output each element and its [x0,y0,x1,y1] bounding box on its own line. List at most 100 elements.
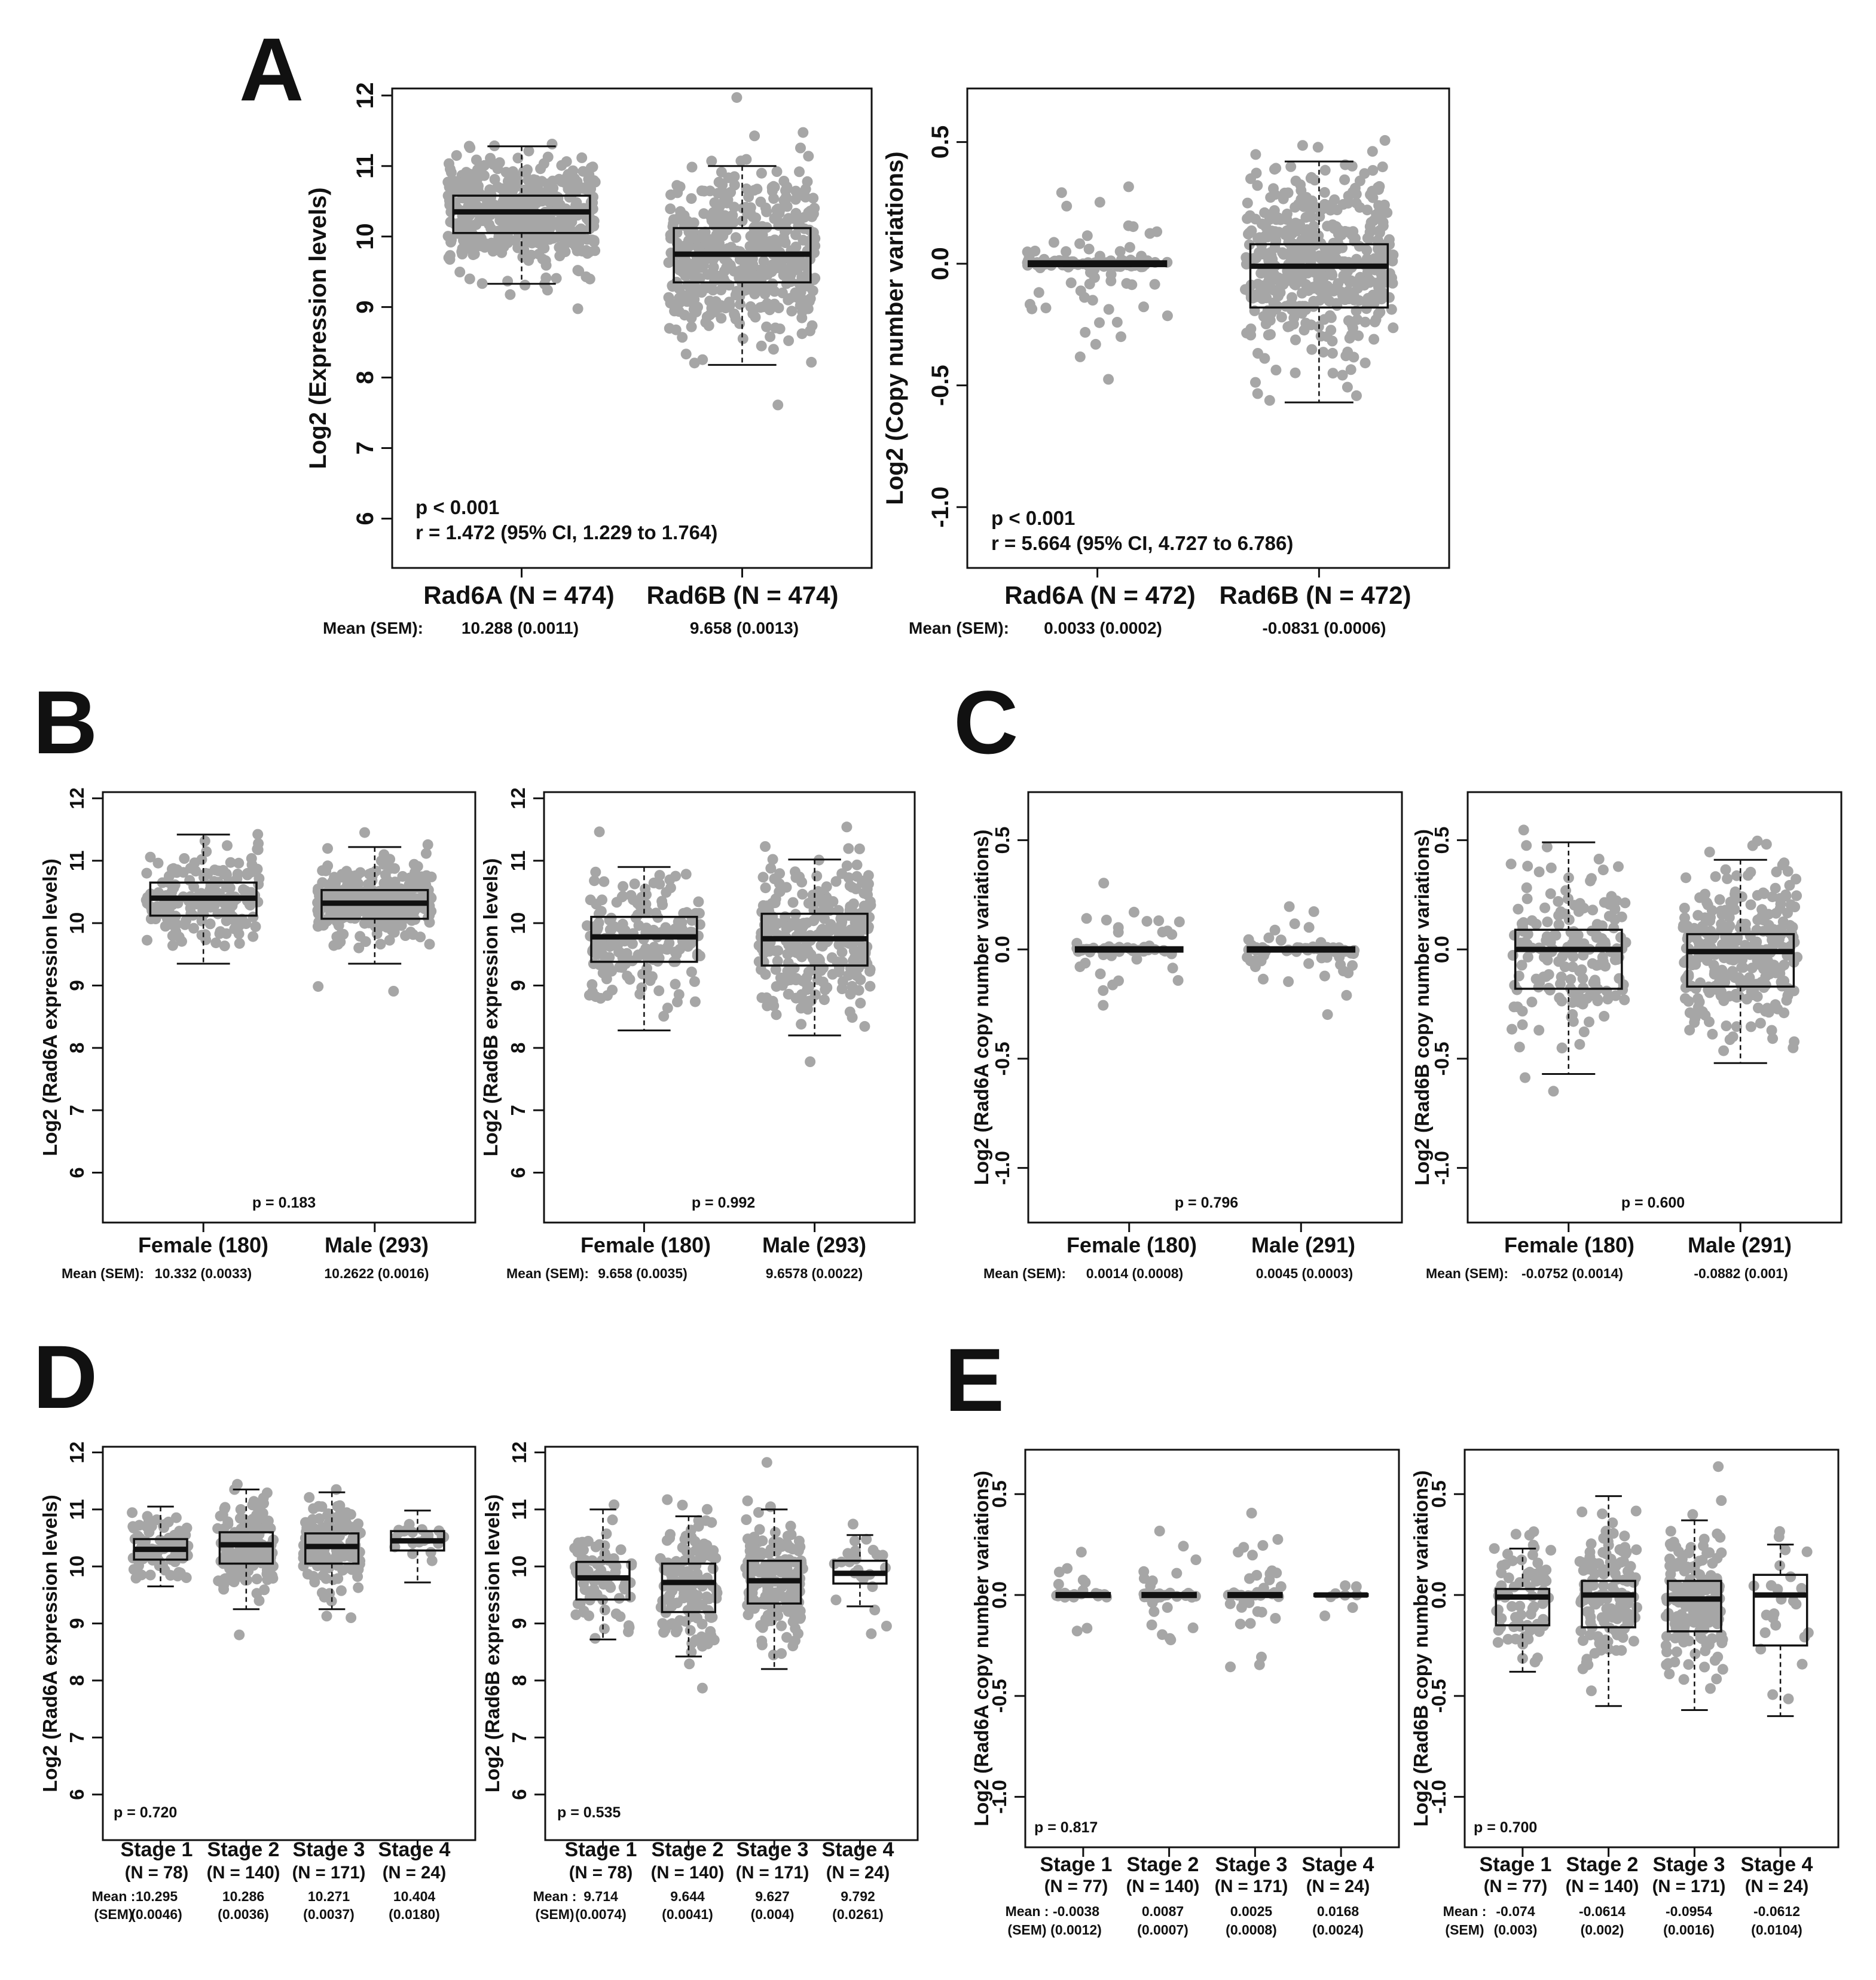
data-point [1577,1663,1588,1675]
box-iqr [661,1562,717,1614]
data-point [692,242,704,253]
data-point [802,176,813,187]
data-point [523,175,534,186]
data-point [877,1550,888,1561]
stat-mean: -0.074 [1496,1903,1535,1919]
data-point [847,1012,858,1023]
data-point [791,917,802,928]
data-point [502,276,514,287]
data-point [662,1003,673,1014]
data-point [629,878,640,890]
data-point [686,966,697,977]
data-point [1507,1601,1517,1612]
data-point [773,1590,784,1602]
data-point [531,197,542,209]
x-sublabel: (N = 24) [1306,1877,1370,1896]
data-point [759,288,771,300]
data-point [589,1633,601,1644]
data-point [1755,1018,1766,1029]
data-point [1619,994,1630,1006]
box-iqr [1495,1588,1551,1627]
data-point [1327,347,1338,359]
data-point [1327,368,1339,379]
stat-mean: 0.0087 [1142,1903,1184,1919]
data-point [603,961,615,972]
data-point [1319,1610,1331,1621]
data-point [1767,1033,1779,1044]
data-point [1522,951,1533,962]
data-point [1553,919,1565,930]
data-point [1383,234,1395,245]
data-point [533,249,545,260]
data-point [647,954,659,965]
data-point [1759,1627,1771,1639]
data-point [523,145,534,157]
data-point [467,229,478,240]
data-point [1094,317,1105,328]
data-point [1712,1651,1724,1663]
data-point [1314,211,1325,222]
data-point [583,989,595,1001]
data-point [1584,1016,1594,1028]
data-point [854,843,865,854]
y-axis-label: Log2 (Rad6B copy number variations) [1411,829,1433,1185]
y-tick-label: -0.5 [1428,1679,1450,1713]
data-point [488,159,499,170]
data-point [1712,1553,1723,1564]
data-point [1303,958,1315,969]
data-point [709,197,720,208]
x-sublabel: (N = 24) [826,1863,890,1883]
data-point [1770,882,1781,894]
data-point [570,1609,582,1620]
data-point [1076,1547,1087,1558]
data-point [251,1573,262,1585]
data-point [863,878,874,890]
stat-mean: 10.404 [393,1889,436,1904]
data-point [1335,959,1346,970]
data-point [1711,1673,1722,1685]
data-point [597,894,607,906]
y-tick-label: 12 [66,1441,88,1463]
stat-mean: 10.286 [222,1889,264,1904]
data-point [1588,1557,1599,1569]
x-sublabel: (N = 78) [569,1863,633,1883]
data-point [1731,1021,1742,1032]
data-point [1496,1613,1507,1624]
data-point [767,278,778,289]
data-point [213,865,224,876]
data-point [709,275,720,286]
x-category-label: Female (180) [1504,1233,1634,1257]
data-point [1671,1560,1682,1572]
data-point [1269,164,1280,175]
data-point [701,311,713,322]
data-point [853,985,864,996]
data-point [1514,1041,1525,1053]
y-tick-label: 0.0 [927,247,954,280]
y-tick-label: 7 [66,1732,88,1743]
data-point [375,939,386,950]
data-point [582,1536,594,1547]
data-point [1128,906,1139,918]
data-point [322,1510,333,1521]
data-point [1770,1620,1782,1631]
data-point [1615,932,1626,943]
x-sublabel: (N = 24) [1745,1877,1808,1896]
data-point [1245,173,1256,184]
data-point [1730,989,1741,1000]
data-point [1713,1461,1724,1472]
y-tick-label: 7 [66,1105,88,1116]
stats-header-mean: Mean : [92,1889,136,1904]
stat-mean: -0.0954 [1666,1903,1712,1919]
data-point [1085,267,1096,278]
data-point [1679,903,1690,913]
data-point [1721,1020,1732,1031]
data-point [406,915,417,926]
data-point [1147,1597,1158,1608]
data-point [1756,960,1767,971]
data-point [1769,938,1780,949]
data-point [197,906,209,917]
data-point [1056,187,1067,198]
data-point [1620,1542,1631,1553]
data-point [1256,1651,1267,1663]
data-point [1560,885,1572,896]
